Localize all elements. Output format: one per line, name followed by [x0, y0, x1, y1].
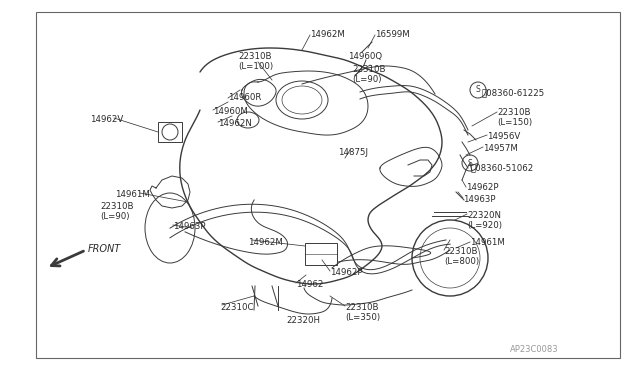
Text: 22310C: 22310C	[220, 303, 253, 312]
Text: 14962P: 14962P	[330, 268, 362, 277]
Text: (L=350): (L=350)	[345, 313, 380, 322]
Text: 14962M: 14962M	[248, 238, 283, 247]
Text: (L=150): (L=150)	[497, 118, 532, 127]
Text: 16599M: 16599M	[375, 30, 410, 39]
Text: 14956V: 14956V	[487, 132, 520, 141]
Text: 22310B: 22310B	[497, 108, 531, 117]
Text: 22310B: 22310B	[345, 303, 378, 312]
Text: (L=90): (L=90)	[352, 75, 381, 84]
Text: 22310B: 22310B	[352, 65, 385, 74]
Text: 14960Q: 14960Q	[348, 52, 382, 61]
Text: 14962P: 14962P	[466, 183, 499, 192]
Text: 14960M: 14960M	[213, 107, 248, 116]
Text: (L=800): (L=800)	[444, 257, 479, 266]
Text: 14960R: 14960R	[228, 93, 261, 102]
Text: 14961M: 14961M	[470, 238, 505, 247]
Text: AP23C0083: AP23C0083	[510, 345, 559, 354]
Text: 14957M: 14957M	[483, 144, 518, 153]
Text: Ⓝ08360-61225: Ⓝ08360-61225	[482, 88, 545, 97]
Text: 14961M: 14961M	[115, 190, 150, 199]
Text: 14962: 14962	[296, 280, 323, 289]
Text: 22310B: 22310B	[100, 202, 134, 211]
Text: 14962N: 14962N	[218, 119, 252, 128]
Text: 14963P: 14963P	[173, 222, 205, 231]
Text: (L=100): (L=100)	[238, 62, 273, 71]
Text: 22320H: 22320H	[286, 316, 320, 325]
Text: 14962V: 14962V	[90, 115, 124, 124]
Text: Ⓝ08360-51062: Ⓝ08360-51062	[471, 163, 534, 172]
Text: FRONT: FRONT	[88, 244, 121, 254]
Text: 22320N: 22320N	[467, 211, 501, 220]
Text: S: S	[476, 86, 481, 94]
Text: 14963P: 14963P	[463, 195, 495, 204]
Text: 22310B: 22310B	[238, 52, 271, 61]
Text: S: S	[468, 158, 472, 167]
Text: (L=920): (L=920)	[467, 221, 502, 230]
Text: 22310B: 22310B	[444, 247, 477, 256]
Text: (L=90): (L=90)	[100, 212, 129, 221]
Bar	[158, 122, 182, 142]
Text: 14962M: 14962M	[310, 30, 345, 39]
Text: 14875J: 14875J	[338, 148, 368, 157]
Bar	[305, 243, 337, 265]
